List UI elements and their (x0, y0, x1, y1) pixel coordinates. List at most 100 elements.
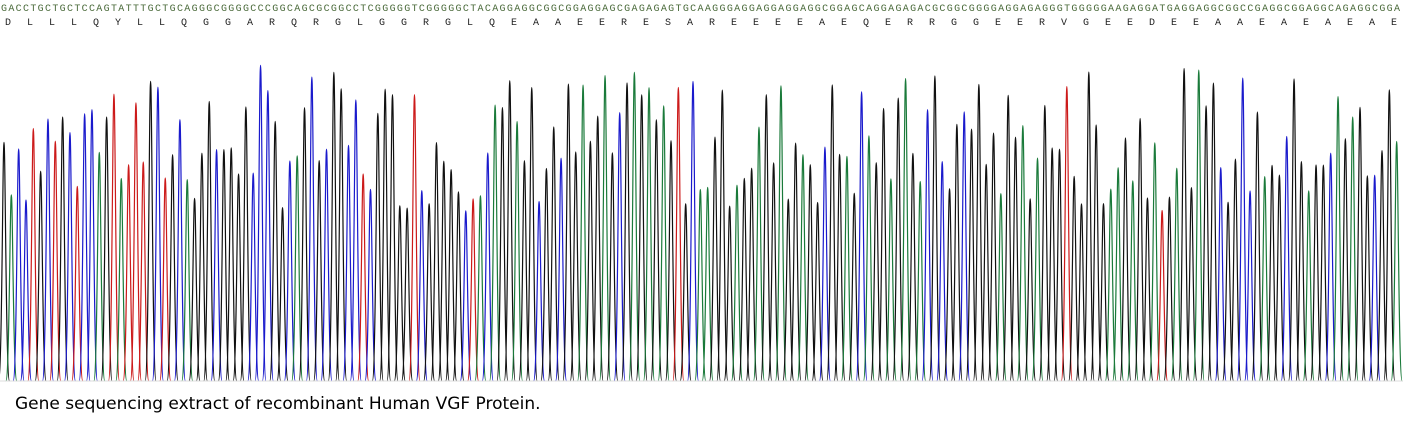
trace-peak (914, 180, 927, 382)
trace-peak (1090, 124, 1103, 382)
trace-peak (195, 152, 208, 382)
trace-peak (144, 80, 157, 382)
trace-peak (1082, 71, 1095, 382)
trace-peak (1207, 82, 1220, 382)
trace-peak (430, 142, 443, 382)
trace-peak (1148, 142, 1161, 382)
trace-peak (261, 89, 274, 382)
trace-peak (569, 151, 582, 382)
trace-peak (34, 170, 47, 382)
trace-peak (804, 164, 817, 382)
trace-peak (232, 173, 245, 382)
trace-peak (554, 157, 568, 382)
trace-peak (41, 118, 55, 382)
trace-peak (137, 161, 150, 382)
trace-peak (760, 94, 773, 382)
trace-peak (686, 80, 700, 382)
trace-peak (423, 203, 436, 382)
trace-peak (247, 172, 260, 382)
trace-peak (811, 201, 824, 382)
trace-peak (474, 195, 487, 382)
trace-peak (71, 185, 84, 382)
trace-peak (1112, 167, 1125, 382)
trace-peak (767, 162, 780, 382)
trace-peak (1302, 190, 1315, 382)
trace-peak (357, 173, 370, 382)
trace-peak (445, 168, 458, 382)
trace-peak (181, 179, 194, 382)
trace-peak (305, 76, 318, 382)
trace-peak (276, 207, 289, 382)
trace-peak (129, 102, 143, 382)
trace-peak (1331, 96, 1345, 382)
trace-peak (1309, 164, 1323, 382)
trace-peak (467, 198, 480, 382)
trace-peak (1068, 175, 1081, 382)
trace-peak (393, 205, 406, 382)
trace-peak (437, 160, 450, 382)
trace-peak (1368, 174, 1381, 382)
trace-peak (518, 160, 531, 382)
trace-peak (848, 192, 861, 382)
trace-peak (899, 77, 912, 382)
trace-peak (1031, 157, 1044, 382)
trace-peak (950, 123, 963, 382)
trace-peak (972, 83, 985, 382)
trace-peak (1353, 106, 1367, 382)
trace-peak (576, 84, 590, 382)
trace-peak (1060, 86, 1073, 382)
trace-peak (115, 177, 128, 382)
trace-peak (540, 167, 553, 382)
amino-acid-sequence: D L L L Q Y L L Q G G A R Q R G L G G R … (5, 18, 1397, 29)
trace-peak (452, 191, 465, 382)
trace-peak (269, 120, 282, 382)
trace-peak (1009, 136, 1022, 382)
trace-peak (56, 116, 69, 382)
trace-peak (994, 193, 1007, 382)
trace-peak (723, 205, 736, 382)
trace-peak (327, 71, 340, 382)
trace-peak (752, 126, 766, 382)
trace-peak (1214, 167, 1227, 382)
trace-peak (1097, 203, 1110, 382)
trace-peak (481, 152, 494, 382)
trace-peak (210, 149, 223, 382)
trace-peak (1287, 78, 1301, 382)
trace-peak (870, 162, 883, 382)
trace-peak (401, 207, 414, 382)
trace-peak (1134, 117, 1147, 382)
trace-peak (679, 203, 692, 382)
trace-peak (774, 85, 788, 382)
trace-peak (1178, 67, 1191, 382)
trace-peak (239, 106, 252, 382)
trace-peak (1295, 161, 1308, 382)
trace-peak (1390, 140, 1403, 382)
trace-peak (1141, 197, 1154, 382)
trace-peak (408, 94, 421, 382)
trace-peak (1119, 137, 1132, 382)
trace-peak (335, 88, 348, 382)
trace-peak (459, 210, 472, 382)
trace-peak (1339, 138, 1352, 382)
trace-peak (511, 120, 524, 382)
trace-peak (298, 107, 311, 382)
trace-peak (496, 106, 509, 382)
trace-peak (892, 97, 905, 382)
trace-peak (620, 82, 634, 382)
trace-peak (642, 87, 656, 382)
trace-peak (1192, 69, 1205, 382)
trace-peak (1024, 198, 1037, 382)
trace-peak (489, 104, 502, 382)
trace-peak (27, 127, 40, 382)
trace-peak (606, 152, 619, 382)
trace-peak (1236, 77, 1249, 382)
trace-peak (379, 88, 392, 382)
trace-peak (1222, 201, 1235, 382)
trace-peak (1251, 111, 1264, 382)
trace-peak (928, 75, 941, 382)
trace-peak (85, 109, 99, 382)
trace-peak (503, 80, 516, 382)
trace-peak (107, 93, 121, 382)
trace-peak (694, 188, 707, 382)
